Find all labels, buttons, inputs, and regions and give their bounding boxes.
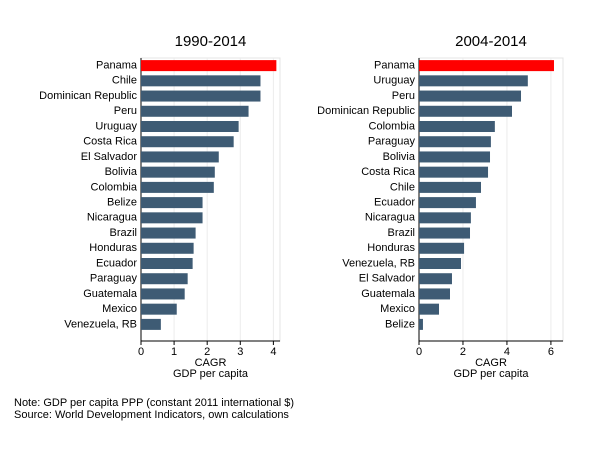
x-axis-label: GDP per capita (453, 368, 529, 380)
bar (419, 75, 528, 87)
x-tick-label: 2 (204, 346, 210, 358)
bar (141, 151, 219, 163)
y-tick-label: Venezuela, RB (64, 318, 137, 330)
y-tick-label: Chile (390, 181, 415, 193)
y-tick-label: Honduras (367, 242, 415, 254)
y-tick-label: Peru (114, 105, 137, 117)
y-tick-label: Guatemala (83, 288, 138, 300)
y-tick-label: Peru (392, 90, 415, 102)
y-tick-label: Costa Rica (83, 136, 138, 148)
y-tick-label: Uruguay (373, 75, 415, 87)
bar (419, 151, 491, 163)
x-tick-label: 4 (270, 346, 276, 358)
y-tick-label: Panama (96, 60, 138, 72)
y-tick-label: Paraguay (368, 136, 416, 148)
bar (419, 273, 452, 285)
bar (419, 258, 461, 269)
bar (141, 105, 249, 117)
y-tick-label: Nicaragua (87, 212, 138, 224)
y-tick-label: Venezuela, RB (342, 257, 415, 269)
bar (141, 197, 203, 209)
bar (419, 288, 450, 300)
bar (419, 121, 495, 132)
bar (141, 166, 215, 178)
y-tick-label: Belize (385, 318, 415, 330)
bar (419, 303, 440, 315)
y-tick-label: Ecuador (374, 197, 415, 209)
x-tick-label: 1 (171, 346, 177, 358)
x-axis-label: GDP per capita (173, 368, 249, 380)
source: Source: World Development Indicators, ow… (14, 409, 289, 421)
x-tick-label: 4 (504, 346, 510, 358)
x-axis-label: CAGR (195, 357, 227, 369)
bar (141, 242, 194, 254)
y-tick-label: Uruguay (95, 120, 137, 132)
y-tick-label: Nicaragua (365, 212, 416, 224)
bar (419, 181, 481, 193)
note: Note: GDP per capita PPP (constant 2011 … (14, 397, 294, 409)
bar (419, 90, 522, 102)
y-tick-label: Bolivia (105, 166, 138, 178)
bar (141, 273, 188, 285)
x-tick-label: 3 (237, 346, 243, 358)
bar (141, 121, 239, 132)
x-axis-label: CAGR (475, 357, 507, 369)
y-tick-label: El Salvador (359, 273, 416, 285)
y-tick-label: El Salvador (81, 151, 138, 163)
y-tick-label: Belize (107, 197, 137, 209)
bar (419, 318, 423, 330)
bar (141, 288, 185, 300)
y-tick-label: Paraguay (90, 273, 138, 285)
bar (419, 242, 465, 254)
bar (419, 166, 489, 178)
bar (419, 212, 471, 224)
bar (419, 227, 471, 239)
bar (141, 212, 203, 224)
x-tick-label: 6 (548, 346, 554, 358)
x-tick-label: 2 (460, 346, 466, 358)
bar (419, 105, 512, 117)
y-tick-label: Mexico (102, 303, 137, 315)
bar (141, 136, 234, 148)
y-tick-label: Brazil (109, 227, 137, 239)
bar (419, 197, 476, 209)
y-tick-label: Colombia (369, 120, 416, 132)
y-tick-label: Dominican Republic (317, 105, 415, 117)
x-tick-label: 0 (416, 346, 422, 358)
bar (141, 227, 196, 239)
bar (141, 181, 214, 193)
y-tick-label: Guatemala (361, 288, 416, 300)
bar (419, 60, 554, 72)
chart-title: 2004-2014 (455, 33, 527, 50)
y-tick-label: Panama (374, 60, 416, 72)
bar (141, 60, 277, 72)
y-tick-label: Colombia (91, 181, 138, 193)
y-tick-label: Bolivia (383, 151, 416, 163)
x-tick-label: 0 (138, 346, 144, 358)
chart-title: 1990-2014 (175, 33, 247, 50)
y-tick-label: Chile (112, 75, 137, 87)
bar (141, 258, 193, 269)
y-tick-label: Mexico (380, 303, 415, 315)
y-tick-label: Dominican Republic (39, 90, 137, 102)
bar (141, 90, 261, 102)
y-tick-label: Brazil (387, 227, 415, 239)
bar (141, 318, 161, 330)
y-tick-label: Costa Rica (361, 166, 416, 178)
y-tick-label: Ecuador (96, 257, 137, 269)
bar (419, 136, 491, 148)
y-tick-label: Honduras (89, 242, 137, 254)
bar (141, 75, 261, 87)
bar (141, 303, 177, 315)
